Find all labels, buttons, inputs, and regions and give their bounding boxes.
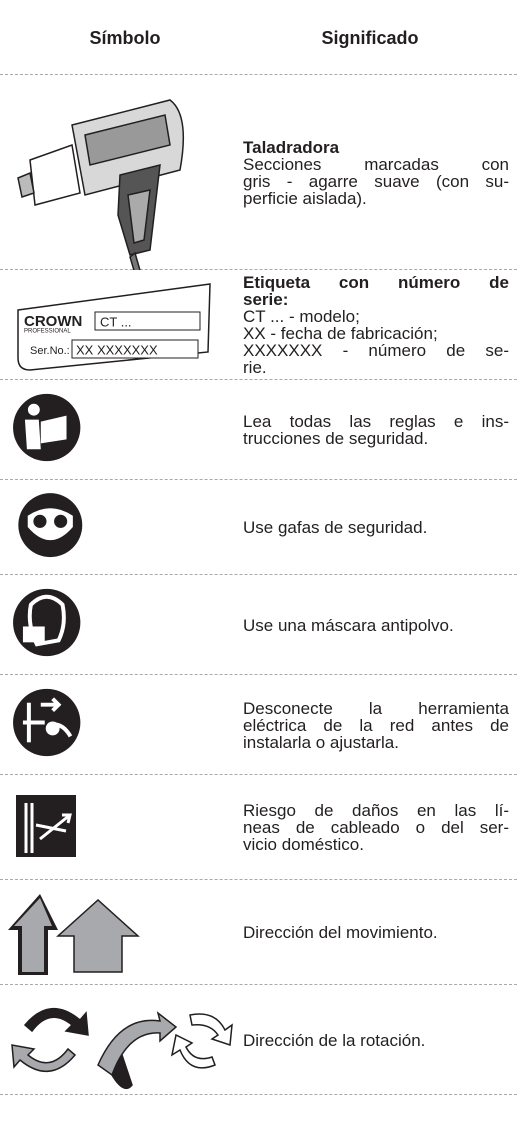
description-line: XX - fecha de fabricación;	[243, 324, 438, 343]
symbol	[0, 775, 235, 879]
label-text: CROWN	[24, 313, 82, 330]
description: Etiqueta con número de serie: CT ... - mod…	[243, 274, 509, 376]
table-row: Desconecte la herramienta eléctrica de la…	[0, 675, 517, 775]
table-row: Taladradora Secciones marcadas con gris - …	[0, 75, 517, 309]
symbol	[0, 675, 235, 774]
description-line: Dirección de la rotación.	[243, 1031, 426, 1050]
description-line: Riesgo de daños en las lí-	[243, 801, 509, 820]
description-line: Use gafas de seguridad.	[243, 518, 428, 537]
table-row: Lea todas las reglas e ins-trucciones de…	[0, 380, 517, 480]
table-row: Dirección del movimiento.	[0, 880, 517, 985]
description: Lea todas las reglas e ins-trucciones de…	[243, 413, 509, 447]
table-row: Dirección de la rotación.	[0, 985, 517, 1095]
description-line: vicio doméstico.	[243, 835, 364, 854]
label-text: Ser.No.:	[30, 345, 70, 357]
description: Desconecte la herramienta eléctrica de la…	[243, 700, 509, 751]
description-line: CT ... - modelo;	[243, 307, 360, 326]
label-text: XX XXXXXXX	[76, 342, 158, 357]
description: Use gafas de seguridad.	[243, 519, 509, 536]
description-title: Taladradora	[243, 138, 340, 157]
description-line: XXXXXXX - número de se-	[243, 341, 509, 360]
description-line: gris - agarre suave (con su-	[243, 172, 509, 191]
description: Dirección de la rotación.	[243, 1032, 509, 1049]
description-line: Use una máscara antipolvo.	[243, 616, 454, 635]
table-row: Use gafas de seguridad.	[0, 480, 517, 575]
description: Taladradora Secciones marcadas con gris - …	[243, 139, 509, 207]
description-title: Etiqueta con número de	[243, 273, 509, 292]
symbol	[0, 75, 235, 309]
column-header: Significado	[321, 28, 419, 48]
description-line: trucciones de seguridad.	[243, 429, 429, 448]
table-row: CROWN PROFESSIONAL CT ... Ser.No.: XX XXXXXX…	[0, 270, 517, 380]
description-line: neas de cableado o del ser-	[243, 818, 509, 837]
description-line: Dirección del movimiento.	[243, 923, 438, 942]
table-row: Riesgo de daños en las lí-neas de cablea…	[0, 775, 517, 880]
header-row: Símbolo Significado	[0, 0, 517, 75]
description-line: eléctrica de la red antes de	[243, 716, 509, 735]
description-line: Desconecte la herramienta	[243, 699, 509, 718]
symbol	[0, 480, 235, 574]
label-text: CT ...	[100, 314, 132, 329]
description-line: Secciones marcadas con	[243, 155, 509, 174]
description: Dirección del movimiento.	[243, 924, 509, 941]
symbol	[0, 880, 235, 984]
label-text: PROFESSIONAL	[24, 329, 71, 335]
description-title: serie:	[243, 290, 289, 309]
symbol: CROWN PROFESSIONAL CT ... Ser.No.: XX XXXXXX…	[0, 270, 235, 379]
description-line: Lea todas las reglas e ins-	[243, 412, 509, 431]
table-row: Use una máscara antipolvo.	[0, 575, 517, 675]
description: Use una máscara antipolvo.	[243, 617, 509, 634]
description: Riesgo de daños en las lí-neas de cablea…	[243, 802, 509, 853]
description-line: instalarla o ajustarla.	[243, 733, 399, 752]
description-line: rie.	[243, 358, 267, 377]
symbol	[0, 575, 235, 674]
description-line: perficie aislada).	[243, 189, 367, 208]
symbol	[0, 985, 235, 1094]
symbol	[0, 380, 235, 479]
column-header: Símbolo	[89, 28, 161, 48]
